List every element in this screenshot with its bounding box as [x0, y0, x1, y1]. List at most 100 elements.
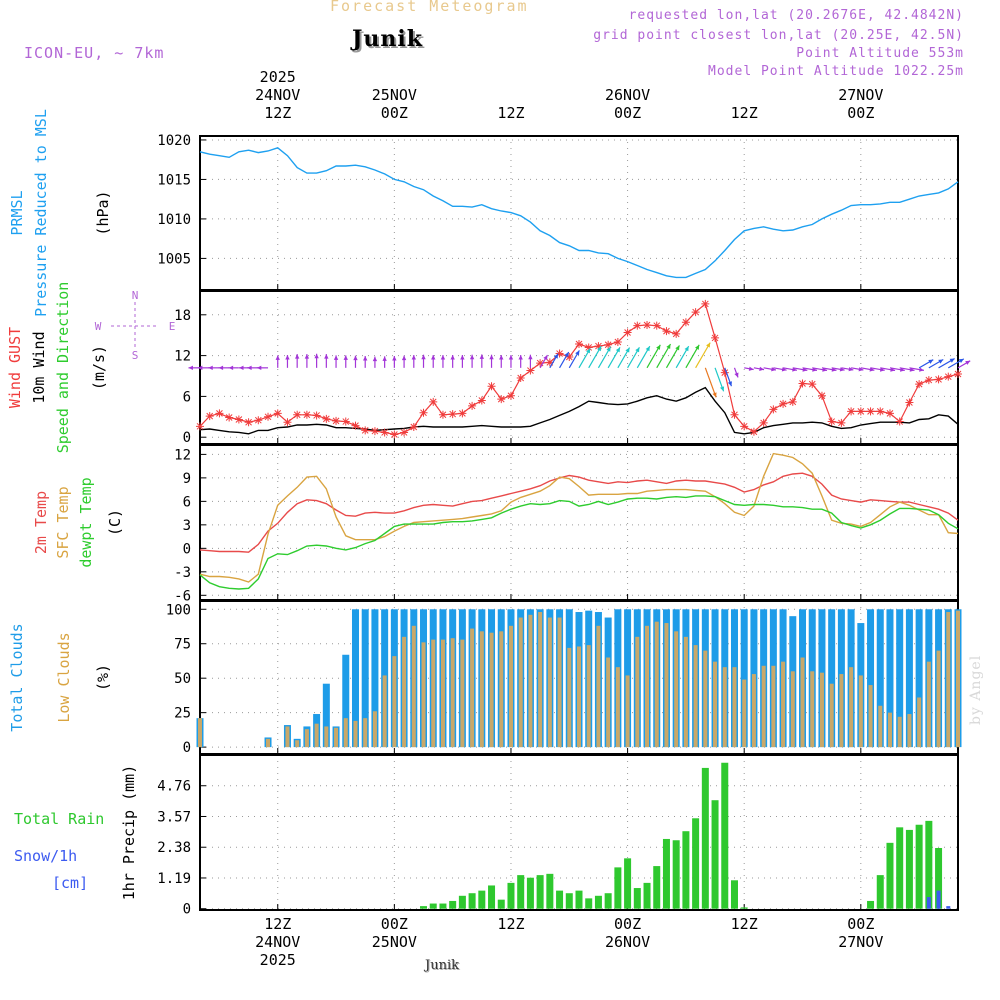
- snow-bar: [946, 906, 951, 909]
- low-cloud-bar: [693, 645, 698, 748]
- rain-bar: [643, 882, 651, 909]
- gust-marker: [584, 343, 593, 352]
- precip-y-tick-label: 1.19: [157, 871, 191, 887]
- wind-arrow-head: [695, 344, 700, 350]
- rain-bar: [905, 829, 913, 909]
- gust-marker: [662, 327, 671, 336]
- low-cloud-bar: [334, 727, 339, 748]
- precip-legend-unit: [cm]: [52, 874, 88, 892]
- low-cloud-bar: [790, 671, 795, 748]
- low-cloud-bar: [761, 665, 766, 748]
- temperature-panel: -6 -3 0 3 6 9 12 2m Temp SFC Temp dewpt Temp (C): [32, 444, 959, 604]
- wind-arrow-head: [382, 356, 387, 361]
- rain-bar: [594, 895, 602, 909]
- low-cloud-bar: [625, 675, 630, 748]
- precip-y-tick-label: 0: [183, 902, 191, 918]
- compass-north: N: [132, 289, 139, 302]
- clouds-label: Total Clouds: [8, 623, 26, 731]
- low-cloud-bar: [508, 625, 513, 748]
- precip-panel: 0 1.19 2.38 3.57 4.76 Total Rain Snow/1h [cm] 1h…: [14, 754, 959, 918]
- low-cloud-bar: [664, 623, 669, 748]
- low-cloud-bar: [431, 639, 436, 748]
- gust-marker: [302, 410, 311, 419]
- wind-arrow-head: [675, 345, 680, 351]
- temperature-label: 2m Temp: [32, 491, 50, 554]
- wind-panel: 0 6 12 18 Wind GUST 10m Wind Speed and Directi…: [6, 282, 971, 453]
- wind-arrow-head: [479, 354, 484, 359]
- gust-marker: [409, 423, 418, 431]
- low-cloud-bar: [343, 718, 348, 748]
- wind-arrow-head: [858, 367, 864, 372]
- wind-arrow-head: [727, 381, 732, 387]
- rain-bar: [429, 903, 437, 909]
- low-cloud-bar: [547, 617, 552, 748]
- top-time-label: 2025: [260, 68, 296, 86]
- low-cloud-bar: [402, 636, 407, 748]
- wind-arrow-head: [606, 346, 611, 352]
- gust-marker: [458, 409, 467, 418]
- wind-arrow-head: [440, 355, 446, 360]
- low-cloud-bar: [742, 679, 747, 748]
- bottom-time-label: 12Z: [731, 915, 758, 933]
- low-cloud-bar: [703, 650, 708, 748]
- low-cloud-bar: [858, 675, 863, 748]
- pressure-y-tick-label: 1010: [157, 212, 191, 228]
- wind-y-tick-label: 0: [183, 430, 191, 446]
- total-cloud-bar: [351, 609, 359, 748]
- point-altitude: Point Altitude 553m: [796, 46, 964, 61]
- gust-marker: [954, 369, 962, 378]
- rain-bar: [517, 875, 525, 909]
- temperature-y-tick-label: 9: [183, 471, 191, 487]
- wind-arrow-head: [469, 354, 475, 360]
- pressure-y-tick-label: 1015: [157, 172, 191, 188]
- model-label: ICON-EU, ~ 7km: [24, 44, 165, 62]
- gust-marker: [944, 372, 953, 381]
- wind-unit-label: (m/s): [90, 345, 108, 390]
- rain-bar: [682, 831, 690, 909]
- top-time-label: 26NOV: [605, 86, 650, 104]
- wind-arrow-head: [238, 365, 244, 371]
- temperature-y-tick-label: -6: [174, 588, 191, 604]
- bottom-time-label: 00Z: [847, 915, 874, 933]
- gust-marker: [837, 418, 846, 427]
- compass-east: E: [169, 320, 176, 333]
- low-cloud-bar: [518, 617, 523, 748]
- gust-marker: [487, 382, 496, 391]
- total-cloud-bar: [915, 609, 923, 748]
- gust-marker: [273, 409, 282, 418]
- wind-y-tick-label: 18: [174, 308, 191, 324]
- bottom-time-label: 00Z: [381, 915, 408, 933]
- low-cloud-bar: [324, 726, 329, 748]
- low-cloud-bar: [285, 726, 290, 748]
- gust-marker: [808, 380, 817, 389]
- gust-marker: [225, 413, 234, 422]
- low-cloud-bar: [411, 625, 416, 748]
- wind-arrow-head: [848, 367, 854, 372]
- precip-unit-label: 1hr Precip (mm): [120, 765, 138, 900]
- pressure-panel: 1005 1010 1015 1020 PRMSL Pressure Reduced to…: [8, 109, 959, 317]
- wind-arrow-head: [949, 358, 955, 363]
- location-title: Junik: [352, 26, 423, 52]
- low-cloud-bar: [567, 647, 572, 748]
- wind-arrow-head: [553, 353, 559, 359]
- low-cloud-bar: [470, 628, 475, 748]
- wind-arrow-head: [839, 367, 845, 372]
- wind-speed-line: [199, 386, 959, 435]
- gust-marker: [798, 379, 807, 388]
- gust-marker: [438, 410, 447, 419]
- low-cloud-bar: [450, 638, 455, 748]
- wind-arrow-head: [489, 354, 494, 360]
- top-time-label: 12Z: [497, 104, 524, 122]
- rain-bar: [925, 820, 933, 909]
- gust-marker: [244, 418, 253, 427]
- low-cloud-bar: [936, 650, 941, 748]
- low-cloud-bar: [781, 661, 786, 748]
- top-time-label: 00Z: [381, 104, 408, 122]
- low-cloud-bar: [266, 738, 271, 748]
- low-cloud-bar: [577, 646, 581, 748]
- wind-arrow-head: [460, 355, 465, 360]
- low-cloud-bar: [635, 636, 640, 748]
- precip-frame: [199, 754, 959, 911]
- gust-marker: [448, 410, 457, 419]
- low-cloud-bar: [353, 720, 358, 748]
